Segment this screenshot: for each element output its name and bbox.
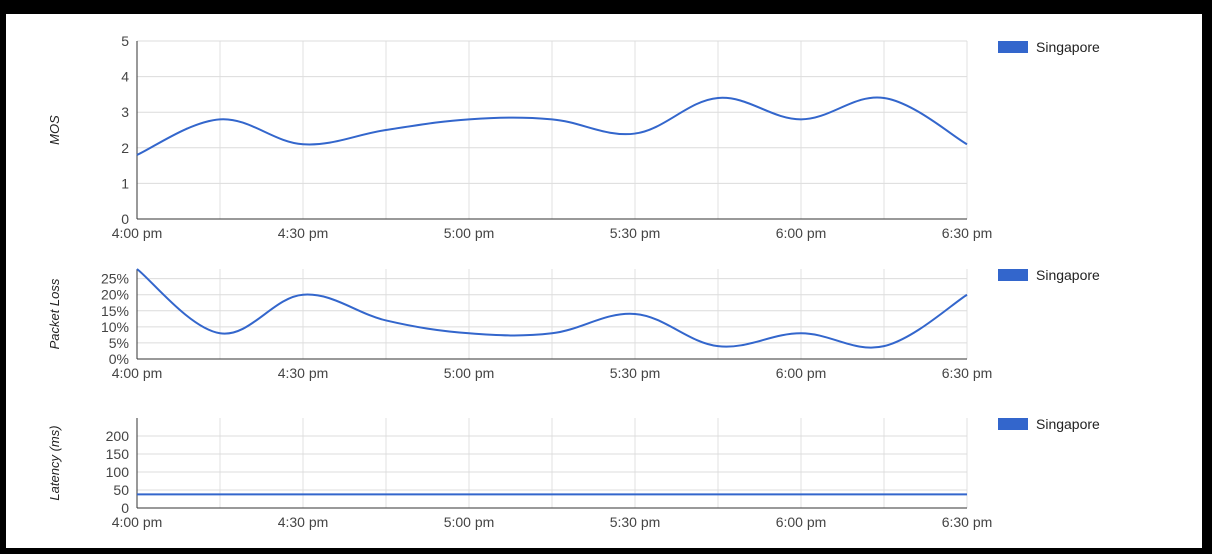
legend-swatch: [998, 41, 1028, 53]
legend-swatch: [998, 269, 1028, 281]
y-tick-label: 100: [106, 464, 130, 480]
y-tick-label: 1: [121, 175, 129, 191]
y-tick-label: 2: [121, 140, 129, 156]
charts-svg: 0 1 2 3 4 5 4:00 pm 4:30 pm 5:00 pm 5:30 pm 6:00 p…: [47, 33, 1100, 530]
x-tick-label: 5:30 pm: [610, 365, 661, 381]
x-tick-label: 5:00 pm: [444, 225, 495, 241]
y-tick-label: 5: [121, 33, 129, 49]
x-tick-label: 6:00 pm: [776, 514, 827, 530]
y-tick-label: 20%: [101, 287, 129, 303]
y-tick-label: 50: [113, 482, 129, 498]
y-tick-label: 0: [121, 500, 129, 516]
y-tick-label: 150: [106, 446, 130, 462]
y-tick-label: 10%: [101, 319, 129, 335]
legend-label: Singapore: [1036, 416, 1100, 432]
x-tick-label: 5:30 pm: [610, 514, 661, 530]
legend-label: Singapore: [1036, 39, 1100, 55]
y-tick-label: 200: [106, 428, 130, 444]
x-tick-label: 6:30 pm: [942, 514, 993, 530]
x-tick-label: 6:00 pm: [776, 225, 827, 241]
y-axis-title: MOS: [47, 115, 62, 145]
y-tick-label: 15%: [101, 303, 129, 319]
y-axis-title: Latency (ms): [47, 425, 62, 500]
y-tick-label: 3: [121, 104, 129, 120]
y-axis-title: Packet Loss: [47, 278, 62, 349]
y-tick-label: 0%: [109, 351, 129, 367]
x-tick-label: 5:00 pm: [444, 514, 495, 530]
x-tick-label: 4:30 pm: [278, 365, 329, 381]
x-tick-label: 6:30 pm: [942, 365, 993, 381]
x-tick-label: 4:00 pm: [112, 225, 163, 241]
y-tick-label: 4: [121, 69, 129, 85]
legend-label: Singapore: [1036, 267, 1100, 283]
chart-panel: 0 1 2 3 4 5 4:00 pm 4:30 pm 5:00 pm 5:30 pm 6:00 p…: [6, 14, 1202, 548]
x-tick-label: 6:30 pm: [942, 225, 993, 241]
x-tick-label: 4:30 pm: [278, 514, 329, 530]
y-tick-label: 0: [121, 211, 129, 227]
legend-swatch: [998, 418, 1028, 430]
y-tick-label: 25%: [101, 271, 129, 287]
x-tick-label: 6:00 pm: [776, 365, 827, 381]
x-tick-label: 4:30 pm: [278, 225, 329, 241]
x-tick-label: 4:00 pm: [112, 514, 163, 530]
x-tick-label: 4:00 pm: [112, 365, 163, 381]
y-tick-label: 5%: [109, 335, 129, 351]
x-tick-label: 5:30 pm: [610, 225, 661, 241]
x-tick-label: 5:00 pm: [444, 365, 495, 381]
